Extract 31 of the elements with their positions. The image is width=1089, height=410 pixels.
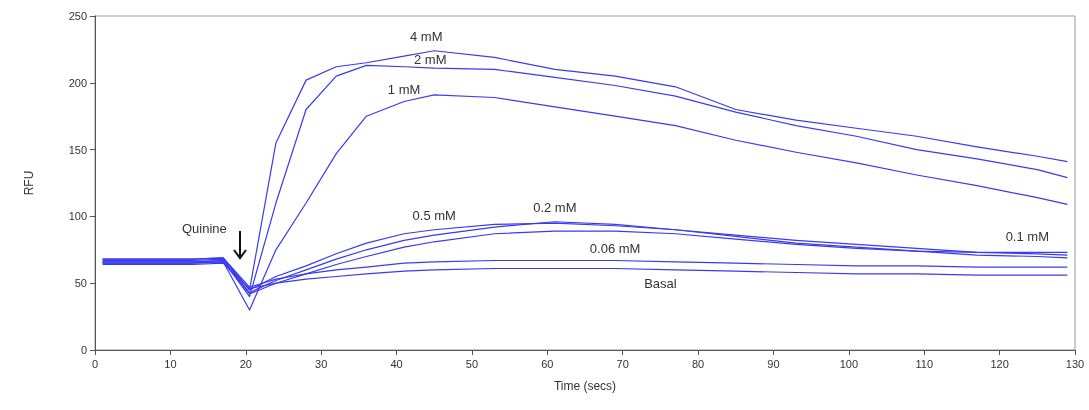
x-axis-title: Time (secs) bbox=[553, 379, 617, 393]
y-tick-label: 100 bbox=[68, 210, 87, 223]
x-tick-label: 110 bbox=[915, 357, 933, 370]
x-tick-label: 100 bbox=[839, 357, 859, 370]
y-tick-label: 200 bbox=[68, 76, 87, 89]
x-tick-label: 20 bbox=[239, 357, 252, 370]
series-label: Basal bbox=[644, 276, 677, 292]
x-tick-label: 70 bbox=[616, 357, 629, 370]
x-tick-label: 90 bbox=[767, 357, 780, 370]
x-tick-label: 30 bbox=[315, 357, 328, 370]
y-tick-label: 150 bbox=[68, 143, 87, 156]
series-label: 2 mM bbox=[413, 51, 447, 67]
y-tick-label: 0 bbox=[80, 344, 87, 356]
y-axis-title: RFU bbox=[22, 170, 36, 196]
x-tick-label: 80 bbox=[691, 357, 705, 370]
series-label: 0.5 mM bbox=[412, 208, 456, 224]
annotation: Quinine bbox=[182, 221, 227, 236]
series-label: 4 mM bbox=[409, 29, 443, 45]
y-tick-label: 250 bbox=[68, 10, 87, 22]
x-tick-label: 130 bbox=[1065, 357, 1085, 370]
y-tick-label: 50 bbox=[74, 277, 87, 290]
series-label: 1 mM bbox=[387, 82, 421, 97]
x-tick-label: 0 bbox=[91, 357, 99, 370]
series-label: 0.2 mM bbox=[533, 200, 577, 216]
x-tick-label: 120 bbox=[990, 357, 1009, 370]
series-label: 0.1 mM bbox=[1005, 228, 1049, 244]
x-tick-label: 50 bbox=[465, 357, 479, 370]
x-tick-label: 60 bbox=[541, 357, 554, 370]
x-tick-label: 10 bbox=[164, 357, 177, 370]
x-tick-label: 40 bbox=[390, 357, 403, 370]
series-label: 0.06 mM bbox=[589, 240, 641, 256]
